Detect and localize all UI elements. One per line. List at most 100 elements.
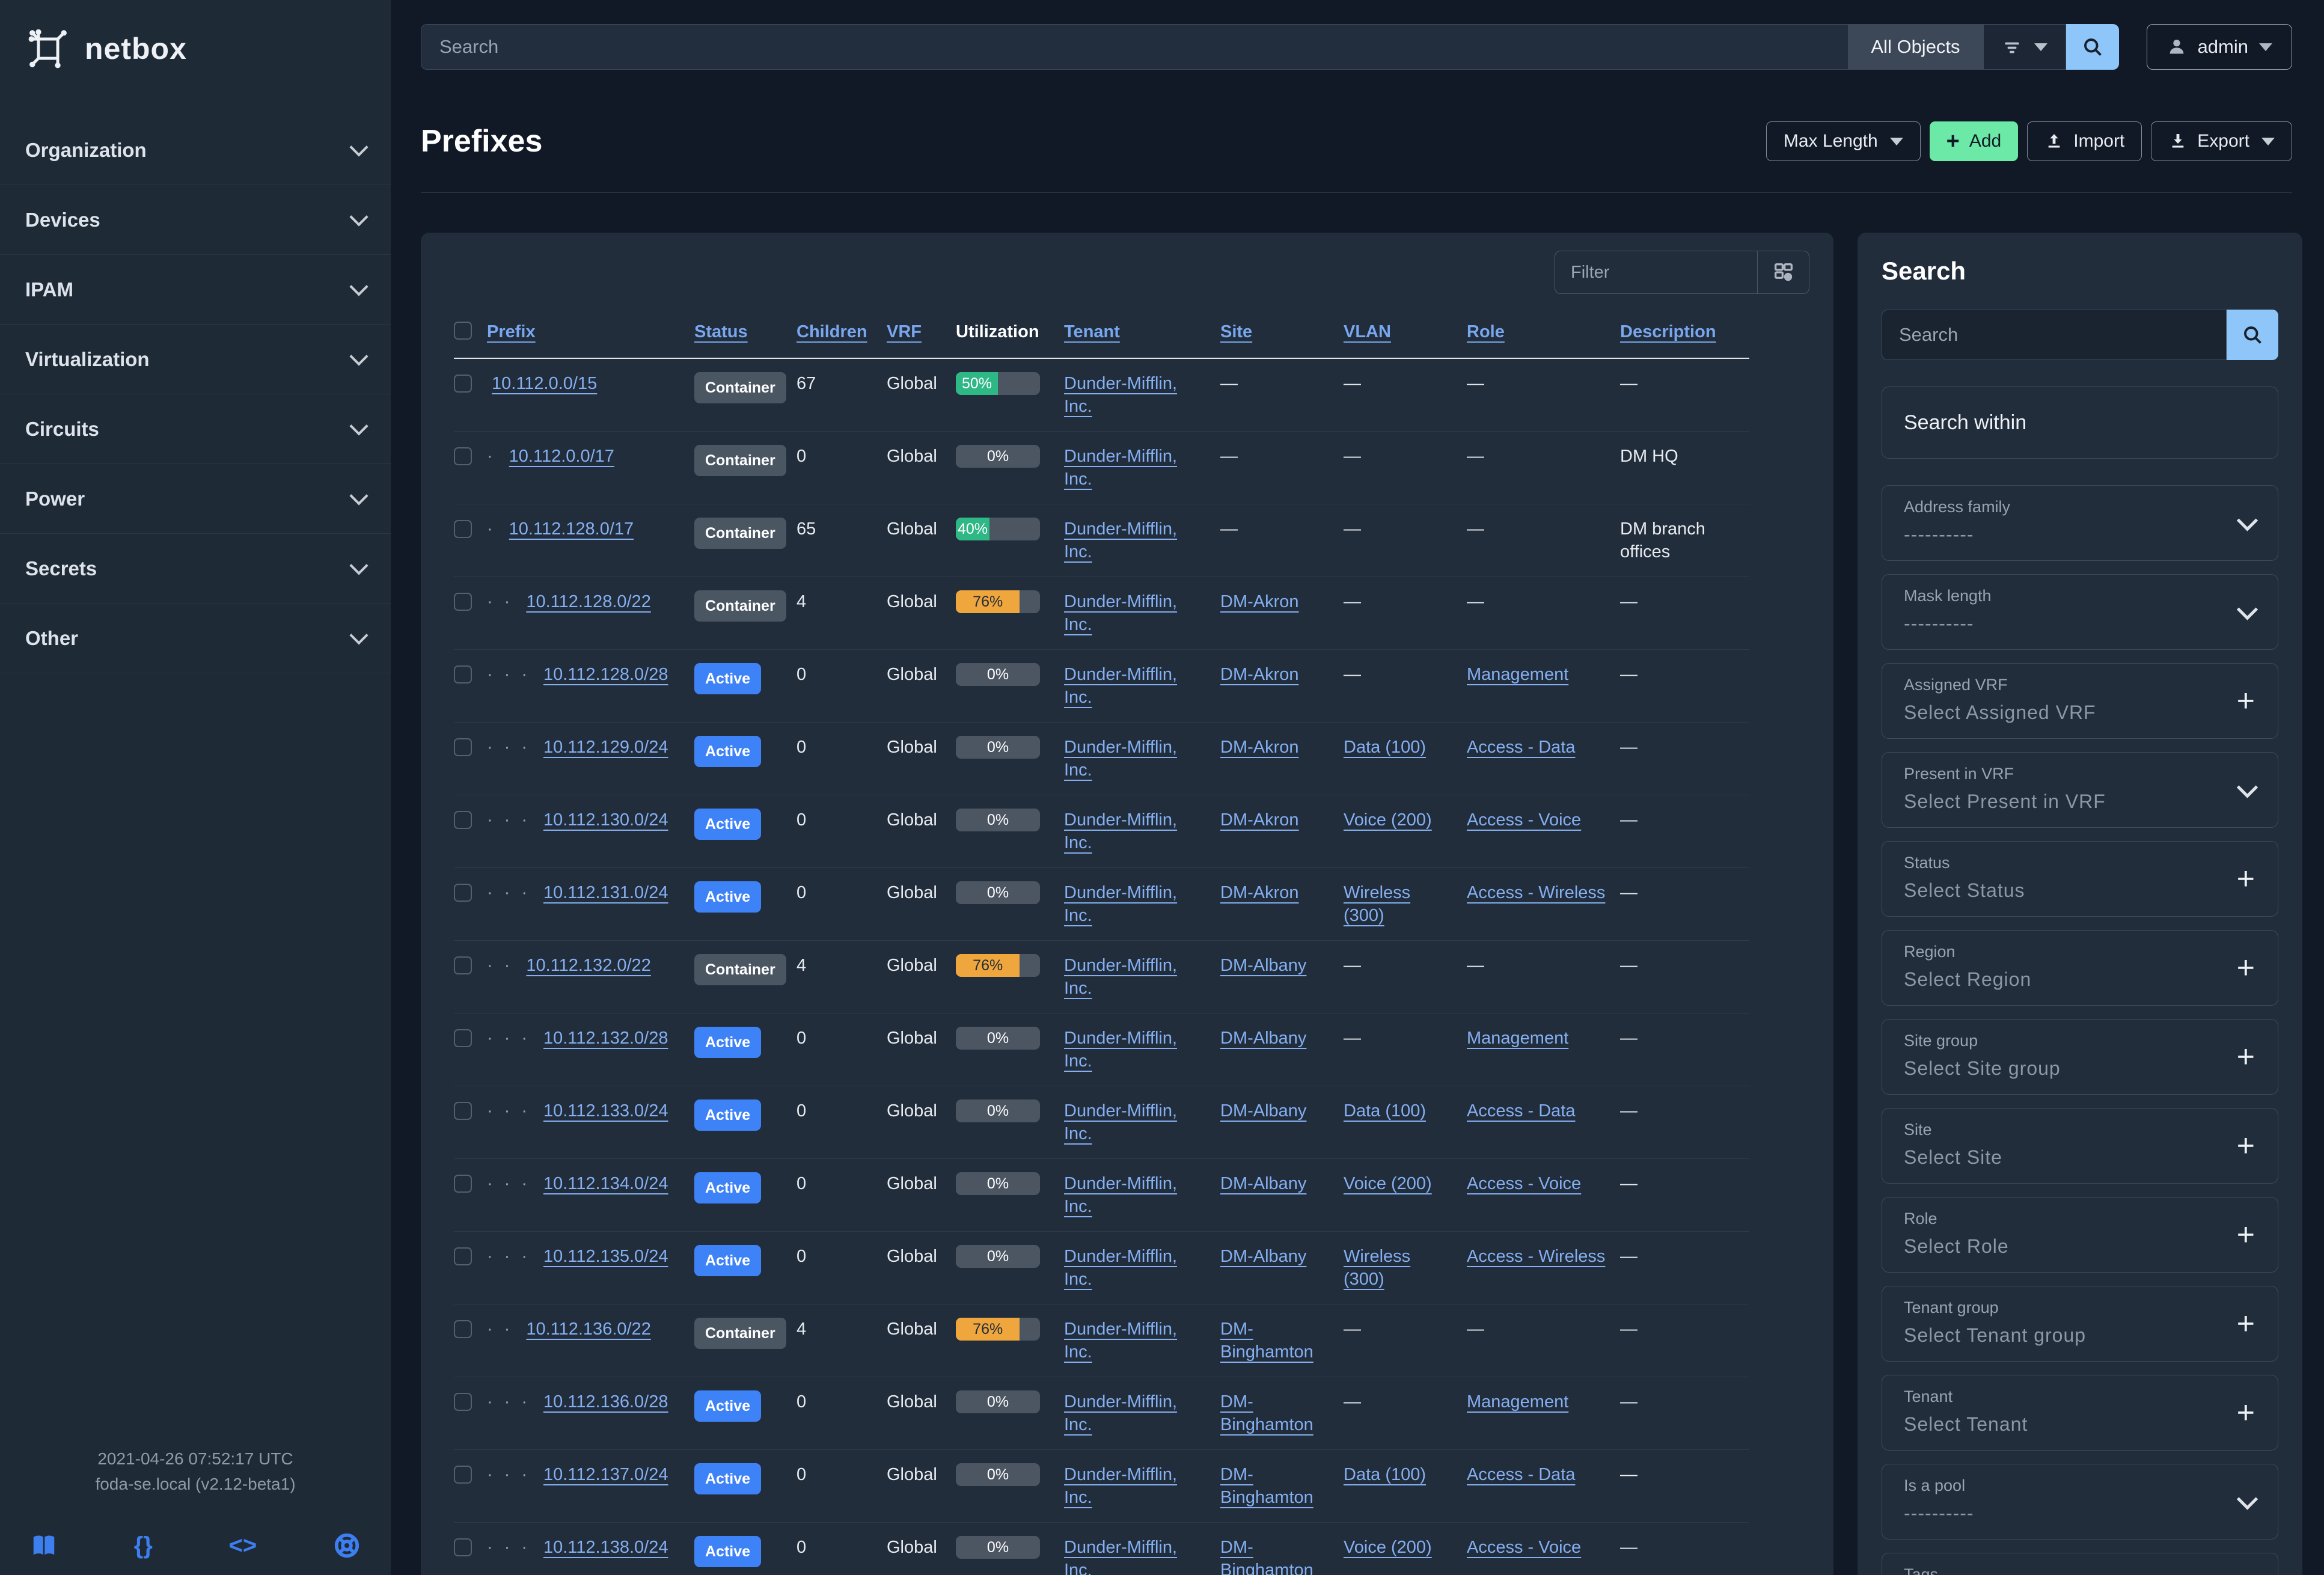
row-checkbox[interactable]: [454, 593, 472, 611]
role-link[interactable]: Access - Wireless: [1467, 883, 1606, 902]
prefix-link[interactable]: 10.112.128.0/17: [509, 519, 634, 539]
sidebar-item[interactable]: IPAM: [0, 255, 391, 325]
filter-field[interactable]: Tenant group Select Tenant group: [1882, 1286, 2278, 1362]
sidebar-item[interactable]: Other: [0, 604, 391, 673]
tenant-link[interactable]: Dunder-Mifflin, Inc.: [1064, 665, 1178, 707]
vlan-link[interactable]: Voice (200): [1344, 1174, 1432, 1193]
role-link[interactable]: Access - Wireless: [1467, 1247, 1606, 1266]
row-checkbox[interactable]: [454, 956, 472, 974]
row-checkbox[interactable]: [454, 1247, 472, 1265]
sidebar-item[interactable]: Organization: [0, 115, 391, 185]
row-checkbox[interactable]: [454, 375, 472, 393]
column-header[interactable]: Site: [1220, 322, 1253, 341]
row-checkbox[interactable]: [454, 1538, 472, 1556]
prefix-link[interactable]: 10.112.129.0/24: [543, 738, 668, 757]
prefix-link[interactable]: 10.112.0.0/15: [492, 374, 598, 393]
role-link[interactable]: Access - Voice: [1467, 1538, 1582, 1557]
vlan-link[interactable]: Wireless (300): [1344, 1247, 1411, 1289]
prefix-link[interactable]: 10.112.135.0/24: [543, 1247, 668, 1266]
prefix-link[interactable]: 10.112.136.0/22: [526, 1320, 651, 1339]
tenant-link[interactable]: Dunder-Mifflin, Inc.: [1064, 592, 1178, 634]
export-button[interactable]: Export: [2151, 121, 2292, 161]
prefix-link[interactable]: 10.112.136.0/28: [543, 1392, 668, 1411]
site-link[interactable]: DM-Akron: [1220, 883, 1299, 902]
source-code-icon[interactable]: <>: [228, 1532, 257, 1559]
row-checkbox[interactable]: [454, 665, 472, 684]
prefix-link[interactable]: 10.112.128.0/28: [543, 665, 668, 684]
prefix-link[interactable]: 10.112.134.0/24: [543, 1174, 668, 1193]
row-checkbox[interactable]: [454, 1320, 472, 1338]
site-link[interactable]: DM-Albany: [1220, 1174, 1307, 1193]
tenant-link[interactable]: Dunder-Mifflin, Inc.: [1064, 810, 1178, 852]
tenant-link[interactable]: Dunder-Mifflin, Inc.: [1064, 1174, 1178, 1216]
import-button[interactable]: Import: [2027, 121, 2142, 161]
prefix-link[interactable]: 10.112.128.0/22: [526, 592, 651, 611]
vlan-link[interactable]: Data (100): [1344, 738, 1427, 757]
role-link[interactable]: Access - Voice: [1467, 1174, 1582, 1193]
column-header[interactable]: Description: [1620, 322, 1716, 341]
column-header[interactable]: VRF: [887, 322, 922, 341]
row-checkbox[interactable]: [454, 1102, 472, 1120]
sidebar-item[interactable]: Power: [0, 464, 391, 534]
role-link[interactable]: Access - Data: [1467, 738, 1576, 757]
tenant-link[interactable]: Dunder-Mifflin, Inc.: [1064, 1392, 1178, 1434]
filter-field[interactable]: Role Select Role: [1882, 1197, 2278, 1273]
max-length-button[interactable]: Max Length: [1766, 121, 1921, 161]
prefix-link[interactable]: 10.112.132.0/28: [543, 1029, 668, 1048]
filter-field[interactable]: Site group Select Site group: [1882, 1019, 2278, 1095]
tenant-link[interactable]: Dunder-Mifflin, Inc.: [1064, 956, 1178, 998]
tenant-link[interactable]: Dunder-Mifflin, Inc.: [1064, 1101, 1178, 1143]
filter-field[interactable]: Site Select Site: [1882, 1108, 2278, 1184]
column-header[interactable]: VLAN: [1344, 322, 1391, 341]
sidebar-item[interactable]: Devices: [0, 185, 391, 255]
role-link[interactable]: Management: [1467, 665, 1569, 684]
filter-field[interactable]: Present in VRF Select Present in VRF: [1882, 752, 2278, 828]
select-all-checkbox[interactable]: [454, 322, 472, 340]
role-link[interactable]: Access - Voice: [1467, 810, 1582, 830]
tenant-link[interactable]: Dunder-Mifflin, Inc.: [1064, 374, 1178, 416]
sidebar-item[interactable]: Circuits: [0, 394, 391, 464]
site-link[interactable]: DM-Akron: [1220, 592, 1299, 611]
prefix-link[interactable]: 10.112.138.0/24: [543, 1538, 668, 1557]
filter-field[interactable]: Is a pool ----------: [1882, 1464, 2278, 1540]
role-link[interactable]: Access - Data: [1467, 1101, 1576, 1121]
row-checkbox[interactable]: [454, 884, 472, 902]
add-button[interactable]: + Add: [1929, 121, 2019, 161]
row-checkbox[interactable]: [454, 447, 472, 465]
tenant-link[interactable]: Dunder-Mifflin, Inc.: [1064, 883, 1178, 925]
prefix-link[interactable]: 10.112.131.0/24: [543, 883, 668, 902]
filters-search-button[interactable]: [2227, 310, 2278, 360]
site-link[interactable]: DM-Akron: [1220, 665, 1299, 684]
user-menu-button[interactable]: admin: [2146, 24, 2292, 70]
filters-search-input[interactable]: [1882, 310, 2227, 360]
prefix-link[interactable]: 10.112.0.0/17: [509, 447, 614, 466]
tenant-link[interactable]: Dunder-Mifflin, Inc.: [1064, 738, 1178, 780]
filter-field[interactable]: Address family ----------: [1882, 485, 2278, 561]
vlan-link[interactable]: Data (100): [1344, 1101, 1427, 1121]
tenant-link[interactable]: Dunder-Mifflin, Inc.: [1064, 447, 1178, 489]
docs-book-icon[interactable]: [30, 1532, 58, 1559]
role-link[interactable]: Access - Data: [1467, 1465, 1576, 1484]
filter-field[interactable]: Tags Select Tags: [1882, 1553, 2278, 1575]
role-link[interactable]: Management: [1467, 1029, 1569, 1048]
prefix-link[interactable]: 10.112.137.0/24: [543, 1465, 668, 1484]
row-checkbox[interactable]: [454, 1466, 472, 1484]
filter-field[interactable]: Tenant Select Tenant: [1882, 1375, 2278, 1451]
global-search-button[interactable]: [2066, 24, 2119, 70]
sidebar-item[interactable]: Virtualization: [0, 325, 391, 394]
table-filter-input[interactable]: [1555, 251, 1757, 293]
site-link[interactable]: DM-Binghamton: [1220, 1538, 1313, 1575]
site-link[interactable]: DM-Binghamton: [1220, 1465, 1313, 1507]
vlan-link[interactable]: Wireless (300): [1344, 883, 1411, 925]
site-link[interactable]: DM-Binghamton: [1220, 1320, 1313, 1362]
sidebar-item[interactable]: Secrets: [0, 534, 391, 604]
row-checkbox[interactable]: [454, 1175, 472, 1193]
tenant-link[interactable]: Dunder-Mifflin, Inc.: [1064, 1538, 1178, 1575]
column-settings-button[interactable]: [1757, 251, 1809, 293]
search-filter-dropdown[interactable]: [1983, 24, 2066, 70]
vlan-link[interactable]: Data (100): [1344, 1465, 1427, 1484]
tenant-link[interactable]: Dunder-Mifflin, Inc.: [1064, 1465, 1178, 1507]
api-braces-icon[interactable]: {}: [133, 1532, 153, 1559]
site-link[interactable]: DM-Albany: [1220, 1247, 1307, 1266]
tenant-link[interactable]: Dunder-Mifflin, Inc.: [1064, 1029, 1178, 1071]
